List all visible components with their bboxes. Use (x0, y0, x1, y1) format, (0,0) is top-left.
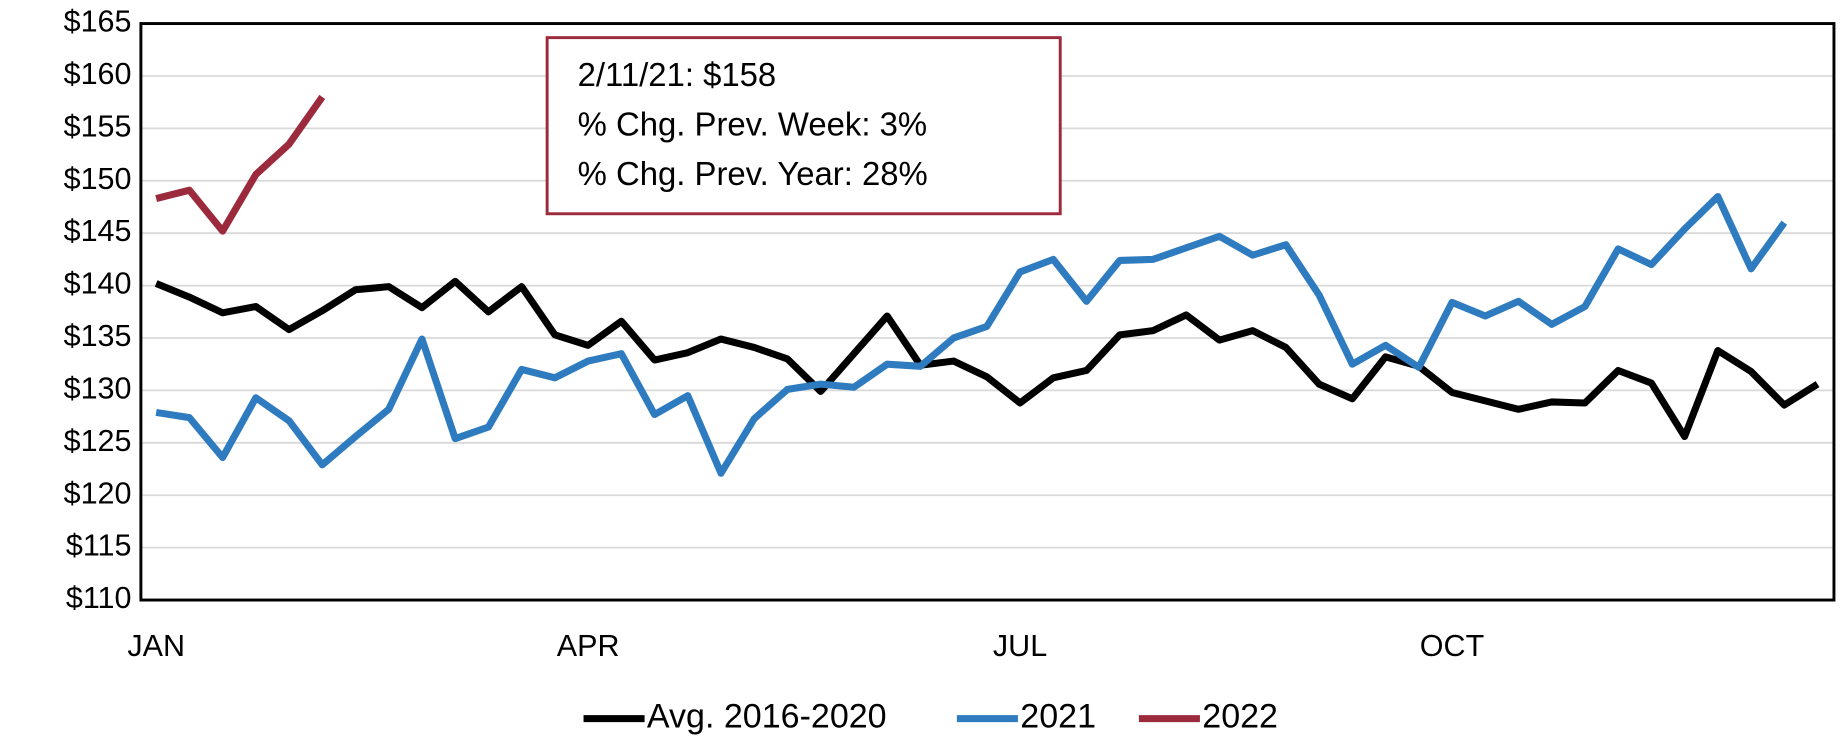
annotation-text: % Chg. Prev. Year: 28% (578, 155, 928, 192)
y-tick-label: $120 (64, 476, 132, 510)
y-tick-label: $130 (64, 371, 132, 405)
legend-item: 2022 (1138, 698, 1278, 736)
x-tick-label: APR (557, 629, 620, 663)
legend-item: 2021 (956, 698, 1096, 736)
y-tick-label: $140 (64, 267, 132, 301)
y-tick-label: $145 (64, 214, 132, 248)
plot-frame (139, 22, 1836, 602)
y-tick-label: $115 (66, 529, 132, 563)
x-tick-label: JUL (993, 629, 1047, 663)
legend-label: 2021 (1020, 698, 1096, 736)
legend-label: Avg. 2016-2020 (647, 698, 887, 736)
y-tick-label: $110 (66, 581, 132, 615)
annotation-text: 2/11/21: $158 (578, 56, 777, 93)
y-tick-label: $160 (64, 57, 132, 91)
y-tick-label: $155 (64, 109, 132, 143)
series-line (154, 277, 1820, 441)
y-tick-label: $135 (64, 319, 132, 353)
annotation-box (545, 36, 1062, 216)
legend-item: Avg. 2016-2020 (583, 698, 887, 736)
y-tick-label: $150 (64, 162, 132, 196)
annotation-text: % Chg. Prev. Week: 3% (578, 106, 927, 143)
series-line (155, 192, 1788, 477)
x-tick-label: OCT (1420, 629, 1484, 663)
legend-label: 2022 (1202, 698, 1278, 736)
y-tick-label: $125 (64, 424, 132, 458)
y-tick-label: $165 (64, 5, 132, 39)
x-tick-label: JAN (127, 629, 185, 663)
series-line (155, 94, 326, 235)
